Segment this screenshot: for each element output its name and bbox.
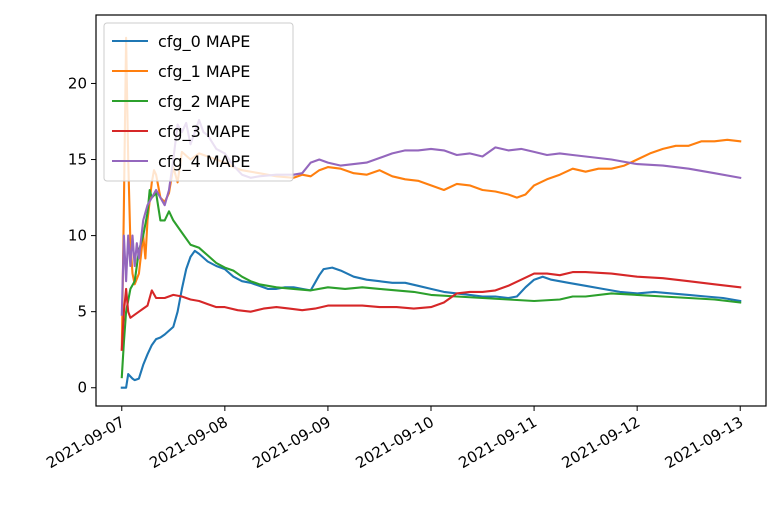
series-line-0 xyxy=(120,249,742,389)
legend-label-2: cfg_2 MAPE xyxy=(158,92,250,112)
y-tick-label-0: 0 xyxy=(77,379,87,397)
y-tick-label-2: 10 xyxy=(68,227,87,245)
y-tick-label-4: 20 xyxy=(68,74,87,92)
legend-label-4: cfg_4 MAPE xyxy=(158,152,250,172)
legend-label-3: cfg_3 MAPE xyxy=(158,122,250,142)
x-tick-label-0: 2021-09-07 xyxy=(43,413,128,472)
x-tick-label-6: 2021-09-13 xyxy=(662,413,747,472)
legend: cfg_0 MAPE cfg_1 MAPE cfg_2 MAPE cfg_3 MAPE… xyxy=(103,22,294,182)
x-tick-label-5: 2021-09-12 xyxy=(559,413,644,472)
series-line-2 xyxy=(120,188,742,379)
legend-label-1: cfg_1 MAPE xyxy=(158,62,250,82)
legend-label-0: cfg_0 MAPE xyxy=(158,32,250,52)
y-tick-label-1: 5 xyxy=(77,303,87,321)
series-line-3 xyxy=(120,271,742,351)
y-tick-label-3: 15 xyxy=(68,151,87,169)
x-tick-label-3: 2021-09-10 xyxy=(352,413,437,472)
x-tick-label-1: 2021-09-08 xyxy=(146,413,231,472)
x-tick-label-4: 2021-09-11 xyxy=(456,413,541,472)
series-line-1 xyxy=(120,36,742,351)
legend-box xyxy=(103,22,294,182)
x-tick-label-2: 2021-09-09 xyxy=(249,413,334,472)
